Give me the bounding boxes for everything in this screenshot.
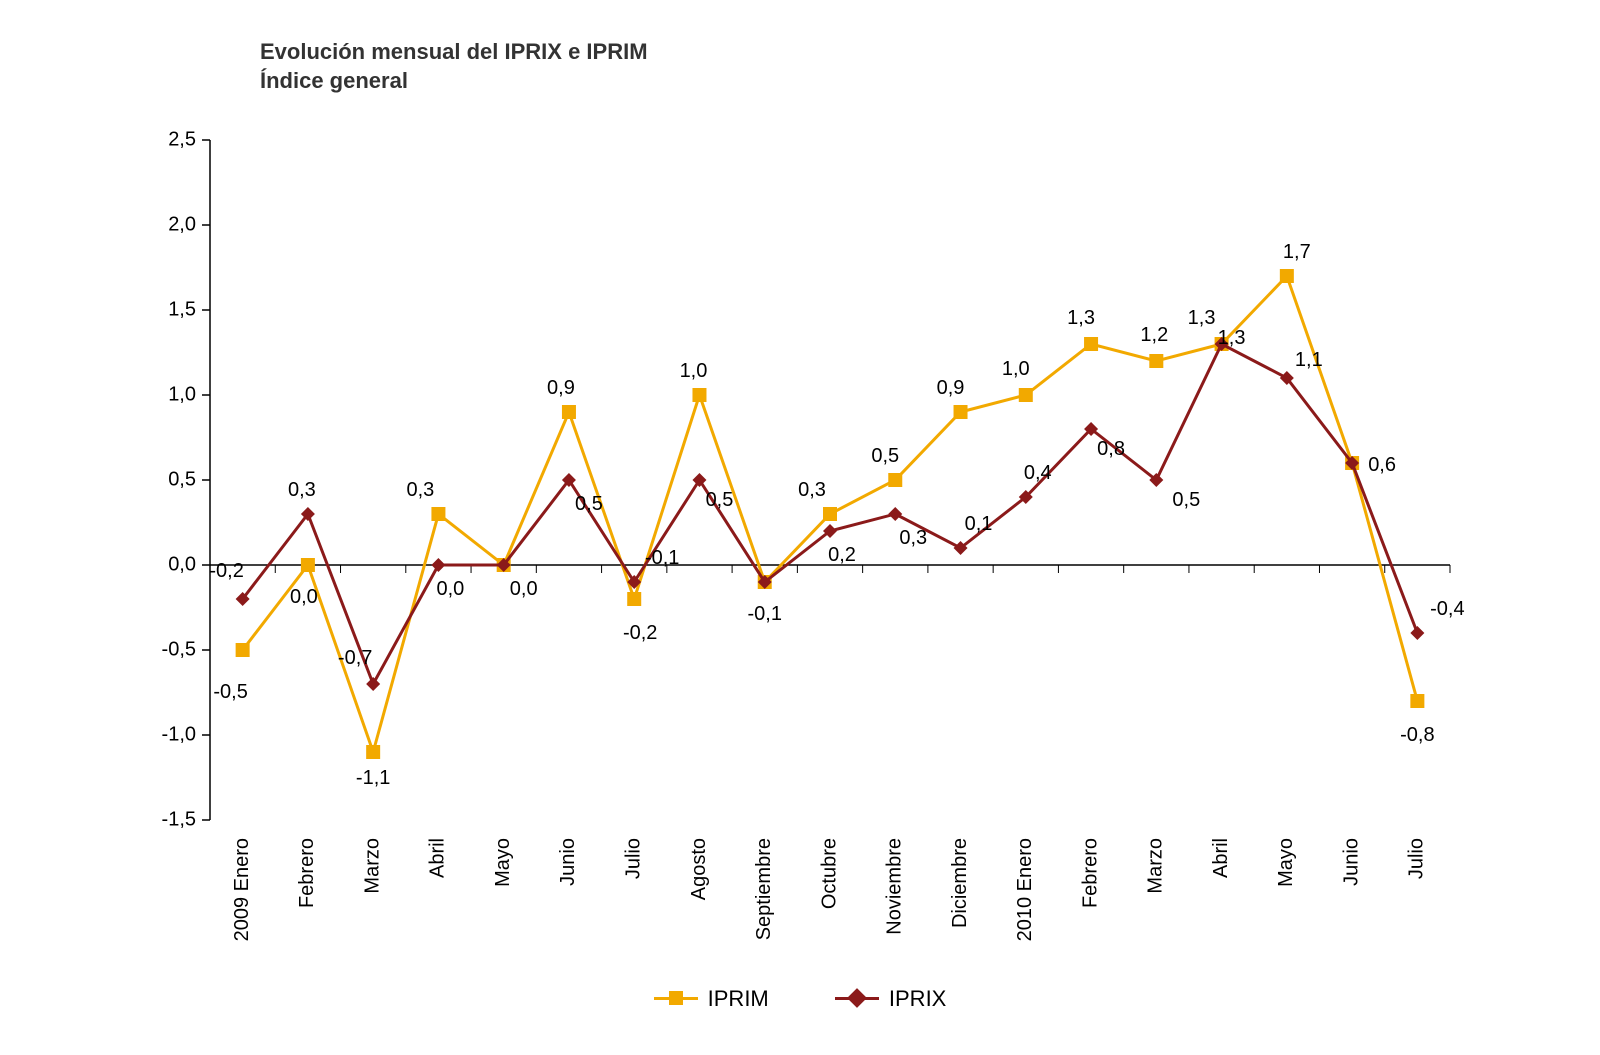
svg-text:-0,1: -0,1	[645, 547, 679, 569]
svg-text:0,0: 0,0	[168, 553, 196, 575]
svg-text:0,5: 0,5	[706, 489, 734, 511]
svg-text:2009 Enero: 2009 Enero	[231, 838, 253, 941]
svg-text:0,6: 0,6	[1368, 454, 1396, 476]
svg-text:1,3: 1,3	[1218, 327, 1246, 349]
legend-swatch-iprix	[835, 997, 879, 1000]
svg-text:-0,5: -0,5	[162, 638, 196, 660]
svg-text:-0,2: -0,2	[623, 622, 657, 644]
svg-text:1,3: 1,3	[1188, 307, 1216, 329]
svg-text:Julio: Julio	[622, 838, 644, 879]
legend-label-iprim: IPRIM	[708, 986, 769, 1012]
svg-text:-0,4: -0,4	[1430, 598, 1464, 620]
svg-text:Agosto: Agosto	[688, 838, 710, 900]
svg-text:Octubre: Octubre	[818, 838, 840, 909]
svg-text:-1,0: -1,0	[162, 723, 196, 745]
svg-text:0,3: 0,3	[798, 479, 826, 501]
page: Evolución mensual del IPRIX e IPRIM Índi…	[0, 0, 1600, 1055]
svg-text:0,8: 0,8	[1097, 438, 1125, 460]
svg-text:1,0: 1,0	[1002, 358, 1030, 380]
svg-text:0,0: 0,0	[437, 578, 465, 600]
svg-text:1,0: 1,0	[168, 383, 196, 405]
svg-text:0,2: 0,2	[828, 544, 856, 566]
svg-text:-1,1: -1,1	[356, 767, 390, 789]
svg-text:Junio: Junio	[1340, 838, 1362, 886]
svg-text:-1,5: -1,5	[162, 808, 196, 830]
legend-swatch-iprim	[654, 997, 698, 1000]
svg-text:Marzo: Marzo	[361, 838, 383, 894]
svg-text:2,0: 2,0	[168, 213, 196, 235]
svg-text:-0,8: -0,8	[1400, 724, 1434, 746]
title-line-2: Índice general	[260, 67, 648, 96]
legend: IPRIM IPRIX	[0, 980, 1600, 1012]
svg-text:1,3: 1,3	[1067, 307, 1095, 329]
svg-text:-0,5: -0,5	[213, 681, 247, 703]
svg-text:1,1: 1,1	[1295, 349, 1323, 371]
svg-text:0,3: 0,3	[288, 479, 316, 501]
svg-text:Marzo: Marzo	[1145, 838, 1167, 894]
chart-svg: -1,5 -1,0 -0,5 0,0 0,5 1,0 1,5 2,0 2,5 2009 Enero…	[140, 130, 1480, 1000]
svg-text:0,9: 0,9	[937, 377, 965, 399]
svg-text:0,5: 0,5	[168, 468, 196, 490]
svg-text:1,0: 1,0	[680, 360, 708, 382]
svg-text:0,1: 0,1	[965, 513, 993, 535]
svg-text:0,5: 0,5	[1172, 489, 1200, 511]
svg-text:-0,1: -0,1	[748, 603, 782, 625]
svg-text:Diciembre: Diciembre	[949, 838, 971, 928]
svg-text:-0,2: -0,2	[209, 560, 243, 582]
svg-text:Abril: Abril	[427, 838, 449, 878]
svg-text:Julio: Julio	[1406, 838, 1428, 879]
svg-text:Noviembre: Noviembre	[884, 838, 906, 935]
svg-text:Septiembre: Septiembre	[753, 838, 775, 940]
svg-text:0,0: 0,0	[290, 586, 318, 608]
line-chart: -1,5-1,0-0,50,00,51,01,52,02,52009 Enero…	[140, 130, 1480, 830]
chart-title: Evolución mensual del IPRIX e IPRIM Índi…	[260, 38, 648, 95]
svg-text:Febrero: Febrero	[296, 838, 318, 908]
svg-text:1,2: 1,2	[1140, 324, 1168, 346]
svg-text:2010 Enero: 2010 Enero	[1014, 838, 1036, 941]
legend-item-iprix: IPRIX	[835, 986, 946, 1012]
svg-text:0,9: 0,9	[547, 377, 575, 399]
svg-text:0,3: 0,3	[899, 527, 927, 549]
svg-text:Junio: Junio	[557, 838, 579, 886]
svg-text:Febrero: Febrero	[1079, 838, 1101, 908]
svg-text:Mayo: Mayo	[1275, 838, 1297, 887]
legend-label-iprix: IPRIX	[889, 986, 946, 1012]
svg-text:-0,7: -0,7	[338, 647, 372, 669]
svg-text:0,3: 0,3	[407, 479, 435, 501]
svg-text:0,5: 0,5	[575, 493, 603, 515]
title-line-1: Evolución mensual del IPRIX e IPRIM	[260, 38, 648, 67]
svg-text:2,5: 2,5	[168, 128, 196, 150]
svg-text:1,7: 1,7	[1283, 241, 1311, 263]
svg-text:1,5: 1,5	[168, 298, 196, 320]
svg-text:0,0: 0,0	[510, 578, 538, 600]
svg-text:0,5: 0,5	[871, 445, 899, 467]
svg-text:0,4: 0,4	[1024, 462, 1052, 484]
svg-text:Abril: Abril	[1210, 838, 1232, 878]
svg-text:Mayo: Mayo	[492, 838, 514, 887]
legend-item-iprim: IPRIM	[654, 986, 769, 1012]
